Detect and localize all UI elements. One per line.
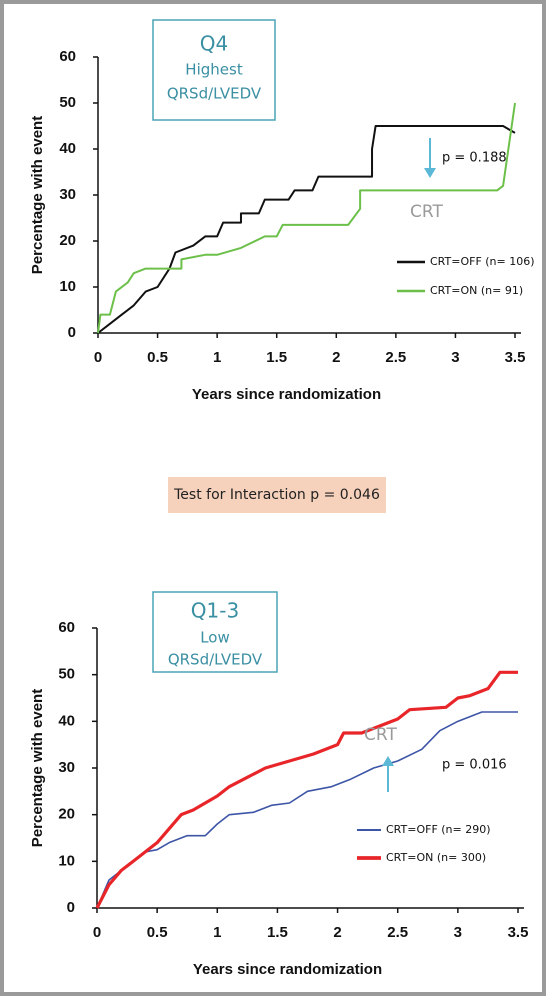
series-line — [97, 125, 516, 334]
arrow-head — [424, 168, 436, 178]
x-tick-label: 1 — [213, 924, 221, 941]
title-box — [152, 19, 276, 121]
x-tick-label: 2 — [332, 349, 340, 366]
y-tick-label: 20 — [59, 232, 76, 249]
annotation: p = 0.016 — [442, 758, 507, 773]
interaction-note: Test for Interaction p = 0.046 — [173, 487, 380, 503]
legend-label: CRT=OFF (n= 290) — [386, 823, 491, 836]
x-tick-label: 0 — [93, 924, 101, 941]
y-tick-label: 60 — [59, 48, 76, 65]
title-box-text: Highest — [185, 61, 243, 79]
y-tick-label: 40 — [59, 140, 76, 157]
legend-label: CRT=ON (n= 300) — [386, 851, 486, 864]
title-box — [152, 591, 278, 673]
legend-label: CRT=OFF (n= 106) — [430, 255, 535, 268]
x-axis-label: Years since randomization — [192, 386, 381, 403]
annotation: CRT — [410, 202, 443, 222]
y-tick-label: 50 — [59, 94, 76, 111]
x-tick-label: 0.5 — [147, 924, 168, 941]
title-box-text: QRSd/LVEDV — [168, 651, 263, 669]
title-box-text: Q4 — [200, 32, 228, 56]
x-axis-label: Years since randomization — [193, 961, 382, 978]
interaction-box — [168, 477, 386, 513]
series-line — [95, 670, 518, 909]
legend-label: CRT=ON (n= 91) — [430, 284, 523, 297]
series-line — [96, 711, 518, 909]
x-tick-label: 0 — [94, 349, 102, 366]
x-tick-label: 2.5 — [387, 924, 408, 941]
y-axis-label: Percentage with event — [29, 116, 46, 274]
y-tick-label: 10 — [59, 278, 76, 295]
y-tick-label: 30 — [59, 186, 76, 203]
y-tick-label: 20 — [58, 806, 75, 823]
x-tick-label: 0.5 — [147, 349, 168, 366]
arrow-head — [382, 756, 394, 766]
title-box-text: QRSd/LVEDV — [167, 85, 262, 103]
x-tick-label: 3 — [454, 924, 462, 941]
y-tick-label: 10 — [58, 852, 75, 869]
y-tick-label: 60 — [58, 619, 75, 636]
y-axis-label: Percentage with event — [29, 689, 46, 847]
y-tick-label: 40 — [58, 712, 75, 729]
y-tick-label: 0 — [67, 899, 75, 916]
y-tick-label: 50 — [58, 666, 75, 683]
x-tick-label: 1 — [213, 349, 221, 366]
x-tick-label: 1.5 — [266, 349, 287, 366]
y-tick-label: 30 — [58, 759, 75, 776]
x-tick-label: 1.5 — [267, 924, 288, 941]
x-tick-label: 2 — [333, 924, 341, 941]
annotation: p = 0.188 — [442, 151, 507, 166]
x-tick-label: 2.5 — [385, 349, 406, 366]
series-line — [97, 102, 516, 334]
x-tick-label: 3 — [451, 349, 459, 366]
y-tick-label: 0 — [68, 324, 76, 341]
x-tick-label: 3.5 — [505, 349, 526, 366]
annotation: CRT — [364, 725, 397, 745]
x-tick-label: 3.5 — [508, 924, 529, 941]
title-box-text: Low — [200, 629, 230, 647]
title-box-text: Q1-3 — [191, 599, 239, 623]
